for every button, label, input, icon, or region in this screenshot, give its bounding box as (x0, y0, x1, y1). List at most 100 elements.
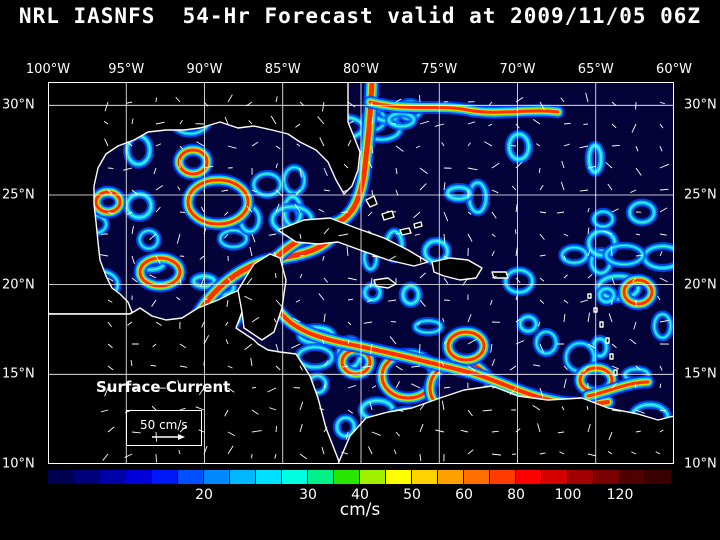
current-vector-arrow (299, 254, 305, 257)
current-vector-arrow (539, 211, 547, 214)
current-vector-arrow (371, 117, 374, 125)
colorbar-cell (516, 470, 542, 484)
current-vector-arrow (149, 274, 157, 279)
current-vector-arrow (227, 365, 233, 369)
current-vector-arrow (347, 277, 357, 281)
current-vector-arrow (322, 101, 325, 112)
current-vector-arrow (608, 431, 613, 441)
current-vector-arrow (195, 406, 205, 411)
reference-vector-box (126, 410, 202, 446)
current-vector-arrow (395, 232, 401, 235)
current-band (586, 380, 650, 398)
current-vector-arrow (127, 321, 133, 326)
current-vector-arrow (389, 255, 397, 261)
current-vector-arrow (368, 446, 373, 455)
current-band (94, 190, 122, 214)
current-vector-arrow (323, 381, 327, 389)
current-vector-arrow (587, 274, 593, 279)
latitude-label: 30°N (2, 97, 35, 113)
current-vector-arrow (659, 101, 666, 105)
current-vector-arrow (323, 167, 328, 176)
map-title: NRL IASNFS 54-Hr Forecast valid at 2009/… (18, 4, 702, 28)
current-vector-arrow (151, 299, 157, 307)
current-vector-arrow (343, 163, 349, 169)
current-vector-arrow (268, 233, 277, 236)
current-vector-arrow (323, 228, 330, 235)
current-band (653, 313, 672, 339)
current-vector-arrow (563, 378, 567, 389)
current-band (561, 247, 587, 264)
current-vector-arrow (318, 293, 325, 301)
current-vector-arrow (176, 296, 181, 301)
current-vector-arrow (539, 277, 545, 282)
current-vector-arrow (441, 361, 445, 367)
current-vector-arrow (274, 453, 277, 459)
current-vector-arrow (389, 336, 397, 345)
current-vector-arrow (395, 98, 402, 103)
current-vector-arrow (659, 383, 662, 389)
current-vectors (98, 92, 670, 463)
current-vector-arrow (635, 233, 641, 236)
current-vector-arrow (199, 255, 205, 260)
current-vector-arrow (611, 382, 617, 389)
current-vector-arrow (467, 233, 473, 242)
current-vector-arrow (203, 165, 214, 169)
current-vector-arrow (563, 233, 569, 237)
latitude-label: 25°N (684, 187, 717, 203)
current-vector-arrow (467, 313, 472, 323)
current-vector-arrow (563, 274, 568, 279)
current-vector-arrow (488, 123, 493, 127)
current-vector-arrow (275, 365, 281, 371)
latitude-label: 20°N (2, 277, 35, 293)
current-vector-arrow (515, 277, 521, 284)
current-vector-arrow (155, 206, 161, 213)
current-band (388, 112, 415, 128)
current-vector-arrow (227, 387, 235, 393)
current-vector-arrow (611, 365, 620, 370)
land-yucatan (237, 253, 287, 341)
current-band (126, 193, 153, 219)
current-vector-arrow (295, 299, 301, 303)
current-vector-arrow (295, 189, 301, 196)
current-vector-arrow (275, 299, 283, 307)
current-vector-arrow (515, 428, 521, 433)
current-vector-arrow (371, 255, 378, 258)
current-vector-arrow (347, 384, 357, 389)
current-vector-arrow (275, 273, 277, 279)
current-vector-arrow (579, 189, 589, 192)
longitude-label: 65°W (577, 62, 614, 77)
current-vector-arrow (179, 407, 186, 411)
current-vector-arrow (221, 189, 229, 192)
current-vector-arrow (367, 299, 373, 303)
longitude-label: 75°W (421, 62, 458, 77)
current-vector-arrow (443, 386, 451, 389)
current-vector-arrow (319, 407, 325, 411)
longitude-label: 80°W (343, 62, 379, 77)
current-vector-arrow (611, 277, 616, 286)
current-vector-arrow (224, 211, 229, 216)
current-band (508, 133, 530, 161)
current-vector-arrow (179, 211, 186, 214)
current-vector-arrow (419, 120, 430, 125)
current-band (519, 316, 537, 332)
current-vector-arrow (657, 295, 661, 301)
latitude-label: 20°N (684, 277, 717, 293)
current-vector-arrow (419, 272, 426, 279)
current-band (597, 275, 640, 300)
longitude-label: 85°W (264, 62, 301, 77)
current-vector-arrow (539, 101, 545, 111)
current-vector-arrow (610, 246, 613, 257)
current-vector-arrow (418, 95, 421, 103)
current-band (186, 178, 250, 226)
current-vector-arrow (363, 321, 373, 324)
current-vector-arrow (200, 206, 205, 213)
current-vector-arrow (560, 97, 565, 103)
current-vector-arrow (631, 123, 637, 133)
current-vector-arrow (633, 321, 637, 330)
current-vector-arrow (275, 163, 278, 169)
current-vector-arrow (491, 211, 497, 219)
colorbar-cell (48, 470, 74, 484)
current-vector-arrow (104, 101, 109, 112)
latitude-label: 15°N (684, 366, 717, 382)
current-vector-arrow (246, 205, 253, 213)
